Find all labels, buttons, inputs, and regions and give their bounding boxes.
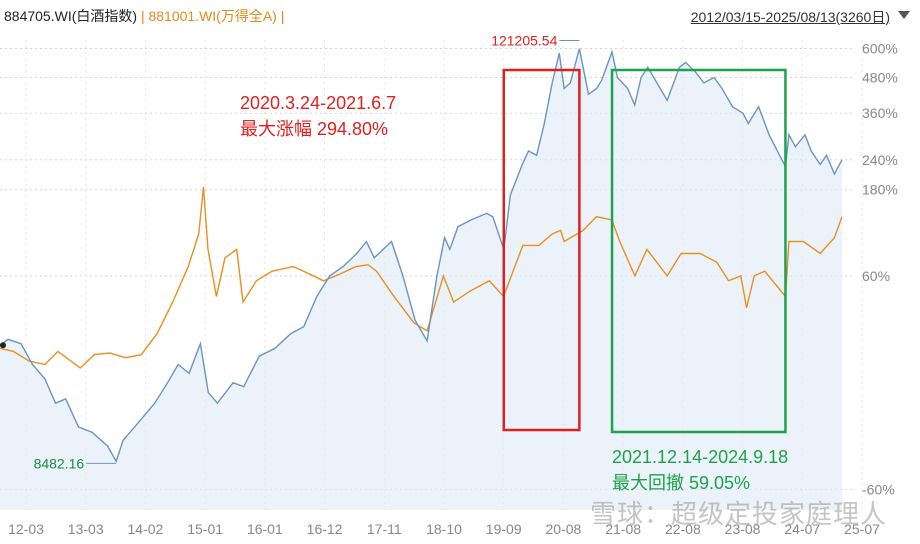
rise-annotation: 2020.3.24-2021.6.7 最大涨幅 294.80% [240,90,396,142]
x-tick-label: 17-11 [367,521,402,537]
x-tick-label: 14-02 [128,521,164,537]
x-tick-label: 20-08 [546,521,582,537]
y-tick-label: 180% [862,182,898,198]
rise-text: 最大涨幅 294.80% [240,119,389,139]
series-legend: 884705.WI(白酒指数) | 881001.WI(万得全A) | [4,6,284,26]
y-tick-label: 60% [862,268,890,284]
x-tick-label: 22-08 [665,521,701,537]
y-tick-label: 600% [862,41,898,57]
fall-text: 最大回撤 59.05% [612,473,751,493]
fall-highlight-box [610,68,787,434]
legend-separator: | [140,8,145,24]
range-dropdown-icon[interactable] [898,11,910,19]
x-tick-label: 25-07 [844,521,880,537]
y-tick-label: -60% [862,481,895,497]
rise-highlight-box [502,68,581,432]
index-comparison-chart[interactable]: -60% 60% 180% 240% 360% 480% 600% 12-03 13-03 14-… [0,30,920,544]
y-tick-label: 480% [862,70,898,86]
x-tick-label: 15-01 [187,521,223,537]
x-tick-label: 21-08 [605,521,641,537]
compare-series-code[interactable]: 881001.WI(万得全A) [148,8,277,24]
x-tick-label: 16-01 [247,521,283,537]
date-range[interactable]: 2012/03/15-2025/08/13(3260日) [690,9,890,25]
trough-label: 8482.16 [34,455,85,471]
y-tick-label: 240% [862,152,898,168]
watermark: 雪球：超级定投家庭理人 [590,499,888,529]
legend-separator-end: | [280,8,285,24]
main-series-line [0,48,843,464]
start-marker [0,342,6,349]
x-tick-label: 16-12 [307,521,343,537]
x-tick-label: 23-08 [725,521,761,537]
x-tick-label: 12-03 [8,521,44,537]
main-series-code[interactable]: 884705.WI(白酒指数) [4,8,138,24]
chart-header: 884705.WI(白酒指数) | 881001.WI(万得全A) | 2012… [0,0,920,30]
compare-series-line [0,186,843,369]
x-tick-label: 19-09 [486,521,522,537]
fall-period: 2021.12.14-2024.9.18 [612,447,789,467]
rise-period: 2020.3.24-2021.6.7 [240,93,397,113]
x-tick-label: 13-03 [68,521,104,537]
x-tick-label: 24-07 [784,521,820,537]
x-tick-label: 18-10 [426,521,462,537]
fall-annotation: 2021.12.14-2024.9.18 最大回撤 59.05% [612,444,788,496]
y-tick-label: 360% [862,105,898,121]
main-series-area [0,48,842,510]
peak-label: 121205.54 [491,33,557,49]
